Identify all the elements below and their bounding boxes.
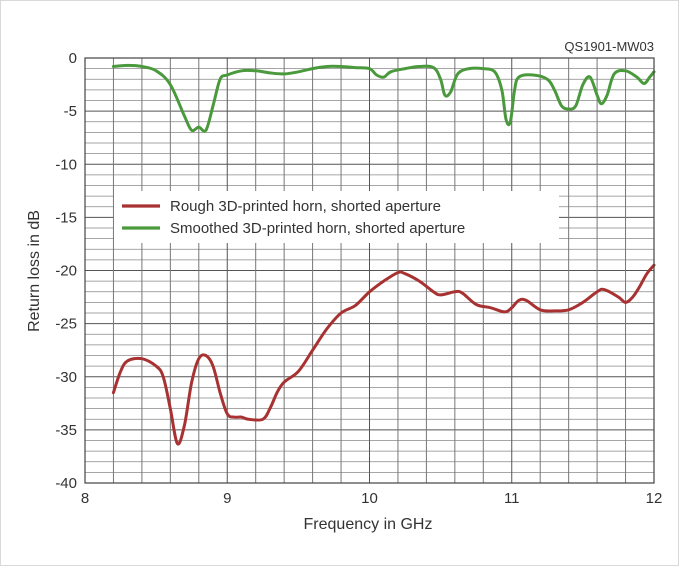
x-axis-label: Frequency in GHz — [304, 516, 433, 533]
y-tick-label: -25 — [55, 316, 77, 333]
x-tick-label: 10 — [361, 490, 378, 507]
plot-border — [84, 57, 655, 484]
chart-annotation: QS1901-MW03 — [564, 39, 654, 54]
series-line-rough — [111, 263, 656, 446]
series-line-smoothed — [111, 63, 656, 133]
legend-label: Smoothed 3D-printed horn, shorted apertu… — [170, 220, 465, 237]
x-tick-label: 11 — [504, 490, 520, 507]
y-tick-label: -15 — [55, 209, 77, 226]
legend-box — [114, 191, 559, 243]
y-tick-label: 0 — [69, 50, 77, 67]
x-tick-label: 8 — [81, 490, 89, 507]
series-layer — [111, 63, 656, 446]
legend: Rough 3D-printed horn, shorted aperture S… — [114, 191, 559, 243]
y-axis-label: Return loss in dB — [26, 210, 43, 332]
y-tick-label: -20 — [55, 263, 77, 280]
y-tick-label: -35 — [55, 422, 77, 439]
axes: 0 -5 -10 -15 -20 -25 -30 -35 -408 9 10 11 12 — [55, 50, 662, 507]
x-tick-label: 9 — [223, 490, 231, 507]
y-tick-label: -10 — [55, 156, 77, 173]
y-tick-label: -30 — [55, 369, 77, 386]
legend-label: Rough 3D-printed horn, shorted aperture — [170, 198, 441, 215]
y-tick-label: -40 — [55, 475, 77, 492]
y-tick-label: -5 — [64, 103, 77, 120]
grid-lines — [84, 57, 655, 484]
x-tick-label: 12 — [646, 490, 663, 507]
